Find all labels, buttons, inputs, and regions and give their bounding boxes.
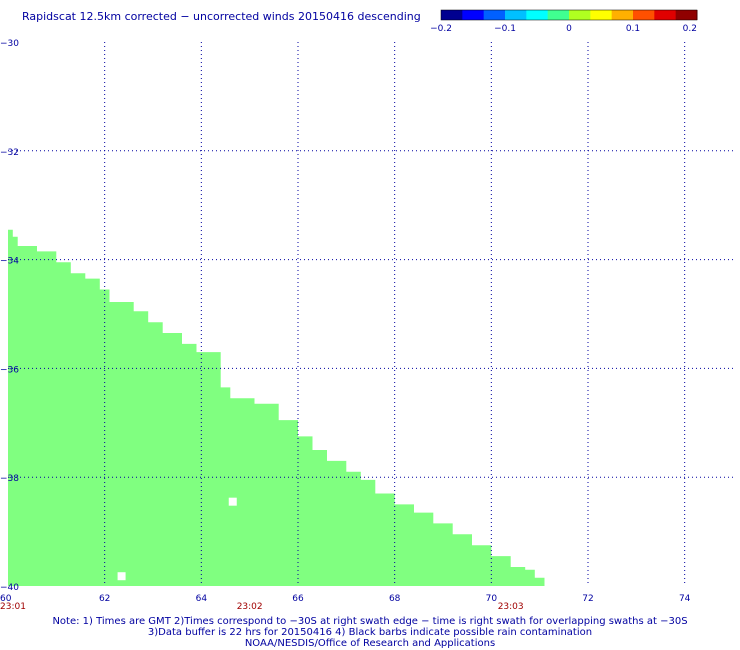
wind-swath (8, 229, 545, 586)
longitude-label: 68 (389, 594, 401, 604)
colorbar-segment (483, 10, 506, 20)
missing-cell (117, 572, 126, 581)
figure-title: Rapidscat 12.5km corrected − uncorrected… (22, 10, 421, 23)
time-label: 23:03 (498, 602, 524, 612)
longitude-label: 64 (196, 594, 208, 604)
longitude-label: 66 (292, 594, 304, 604)
colorbar-segment (526, 10, 549, 20)
colorbar-segment (611, 10, 634, 20)
longitude-label: 60 (0, 594, 12, 604)
longitude-label: 70 (486, 594, 498, 604)
colorbar-tick-label: 0 (566, 24, 572, 34)
colorbar-segment (441, 10, 463, 20)
latitude-labels: −30 −32 −34 −36 −38 −40 (0, 39, 19, 593)
missing-data-cells (117, 497, 237, 581)
colorbar-frame (440, 9, 698, 21)
latitude-label: −36 (0, 365, 19, 375)
longitude-label: 72 (582, 594, 593, 604)
colorbar-tick-label: 0.2 (683, 24, 697, 34)
colorbar-segment (654, 10, 677, 20)
time-label: 23:02 (237, 602, 263, 612)
latitude-label: −32 (0, 148, 19, 158)
note-line-3: NOAA/NESDIS/Office of Research and Appli… (244, 638, 496, 649)
latitude-label: −40 (0, 583, 19, 593)
longitude-label: 74 (679, 594, 691, 604)
longitude-label: 62 (99, 594, 110, 604)
colorbar-segment (633, 10, 655, 20)
latitude-label: −38 (0, 474, 19, 484)
map-panel: −30 −32 −34 −36 −38 −40 60 62 64 66 68 70 72 74 23:0… (0, 39, 733, 612)
colorbar-segment (547, 10, 570, 20)
lat-lon-grid (8, 42, 733, 586)
colorbar-tick-label: −0.1 (494, 24, 516, 34)
missing-cell (228, 497, 237, 506)
colorbar: −0.2 −0.1 0 0.1 0.2 (430, 9, 698, 34)
note-line-1: Note: 1) Times are GMT 2)Times correspon… (52, 616, 688, 627)
colorbar-tick-label: −0.2 (430, 24, 452, 34)
time-label: 23:01 (0, 602, 26, 612)
colorbar-segment (505, 10, 527, 20)
time-labels: 23:01 23:02 23:03 (0, 602, 524, 612)
note-line-2: 3)Data buffer is 22 hrs for 20150416 4) … (147, 627, 593, 638)
longitude-labels: 60 62 64 66 68 70 72 74 (0, 594, 691, 604)
colorbar-segment (569, 10, 591, 20)
latitude-label: −34 (0, 257, 19, 267)
colorbar-tick-label: 0.1 (626, 24, 640, 34)
colorbar-segment (590, 10, 613, 20)
latitude-label: −30 (0, 39, 19, 49)
colorbar-segment (675, 10, 698, 20)
colorbar-segment (462, 10, 485, 20)
